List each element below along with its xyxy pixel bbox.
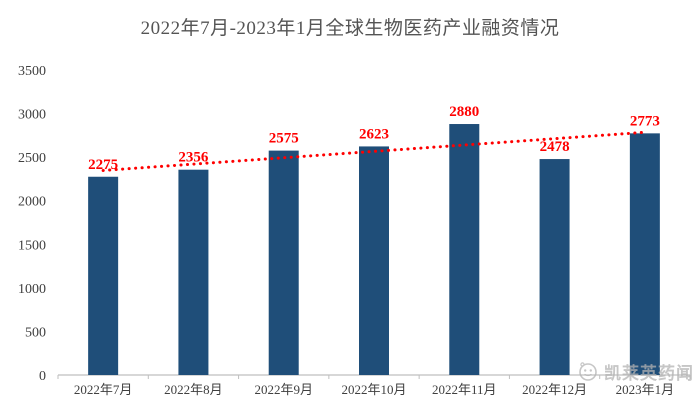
bar-value-label: 2773: [630, 113, 660, 129]
y-axis-tick-label: 0: [39, 369, 46, 384]
y-axis-tick-label: 1000: [18, 282, 46, 297]
x-axis-category-label: 2022年12月: [522, 382, 587, 397]
bar-value-label: 2880: [449, 104, 479, 120]
x-axis-category-label: 2023年1月: [616, 382, 675, 397]
bar: [88, 176, 119, 375]
y-axis-tick-label: 1500: [18, 238, 46, 253]
x-axis-category-label: 2022年10月: [341, 382, 406, 397]
x-axis-category-label: 2022年11月: [432, 382, 497, 397]
y-axis-tick-label: 3500: [18, 64, 46, 79]
bar-value-label: 2575: [269, 131, 299, 147]
bar: [178, 169, 209, 375]
bar: [539, 159, 570, 375]
bar-value-label: 2623: [359, 126, 389, 142]
x-axis-category-label: 2022年7月: [74, 382, 133, 397]
x-axis-category-label: 2022年8月: [164, 382, 223, 397]
y-axis-tick-label: 500: [25, 325, 46, 340]
trendline: [101, 130, 647, 172]
chart-title: 2022年7月-2023年1月全球生物医药产业融资情况: [140, 18, 560, 39]
bar-value-label: 2275: [88, 157, 118, 173]
bar: [268, 150, 299, 375]
y-axis-tick-label: 2000: [18, 195, 46, 210]
y-axis-tick-label: 3000: [18, 108, 46, 123]
y-axis-tick-label: 2500: [18, 151, 46, 166]
bar: [359, 146, 389, 375]
bar-value-label: 2356: [178, 150, 209, 166]
bar-value-label: 2478: [540, 139, 570, 155]
bar: [449, 124, 480, 376]
x-axis-category-label: 2022年9月: [254, 382, 313, 397]
bar: [629, 133, 660, 375]
